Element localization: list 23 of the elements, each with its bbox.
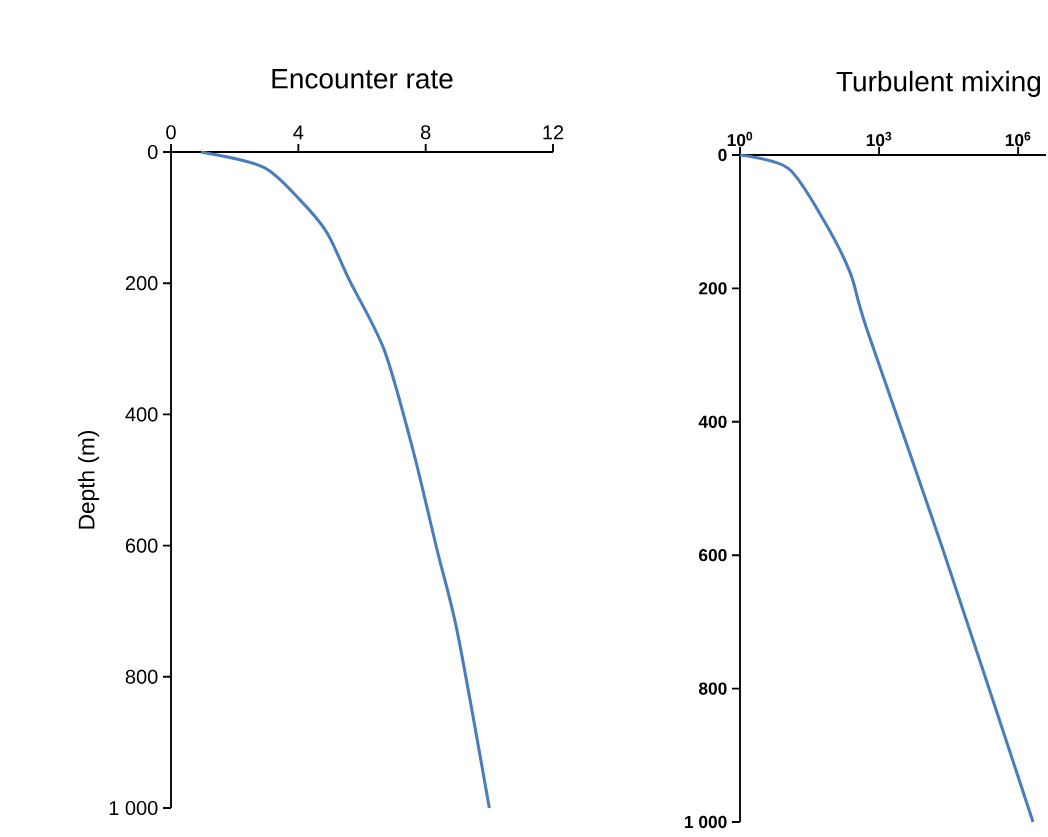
- y-tick-label: 200: [698, 282, 727, 295]
- x-tick-label: 10$^{3}$: [866, 131, 892, 147]
- y-tick-label: 800: [698, 682, 727, 695]
- y-tick-label: 600: [125, 538, 158, 553]
- x-tick-label: 10$^{0}$: [727, 131, 753, 147]
- y-tick-label: 1 000: [109, 800, 158, 816]
- y-tick-label: 400: [125, 407, 158, 422]
- x-tick-label: 4: [293, 125, 304, 140]
- y-tick-label: 200: [125, 276, 158, 291]
- x-tick-label: 10$^{6}$: [1005, 131, 1031, 147]
- y-tick-label: 600: [699, 549, 727, 562]
- x-tick-label: 8: [420, 125, 431, 140]
- x-tick-label: 0: [166, 125, 176, 140]
- y-tick-label: 1 000: [685, 815, 727, 829]
- line-series: [199, 150, 491, 810]
- y-tick-label: 400: [698, 415, 727, 428]
- y-axis-title: Depth (m): [77, 431, 100, 529]
- chart-title: Turbulent mixing: [836, 70, 1041, 97]
- y-tick-label: 800: [125, 669, 158, 684]
- chart-title: Encounter rate: [272, 69, 453, 89]
- y-tick-label: 0: [718, 148, 727, 162]
- x-tick-label: 12: [543, 125, 564, 140]
- y-tick-label: 0: [147, 144, 158, 160]
